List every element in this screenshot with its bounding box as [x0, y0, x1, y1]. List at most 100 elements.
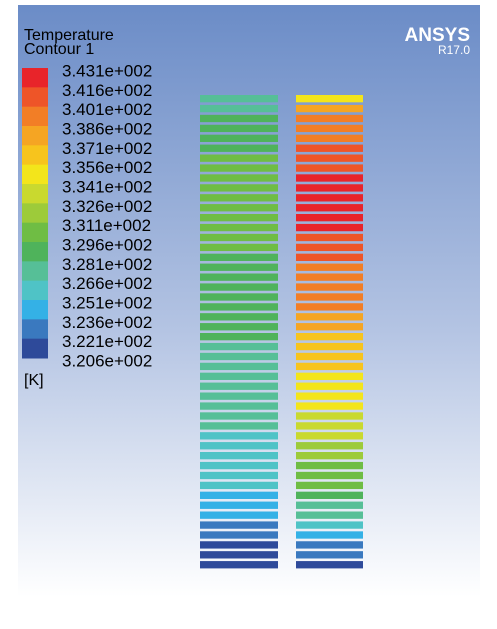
contour-stripe [296, 194, 363, 202]
contour-stripe [296, 471, 363, 480]
contour-stripe [200, 95, 278, 103]
contour-stripe [296, 541, 363, 549]
contour-stripe [296, 412, 363, 420]
contour-stripe [200, 164, 278, 172]
colorbar-band [22, 261, 48, 282]
legend-label: 3.326e+002 [62, 197, 152, 216]
contour-stripe [296, 214, 363, 222]
contour-stripe [200, 303, 278, 311]
contour-stripe [200, 114, 278, 123]
legend-label: 3.386e+002 [62, 119, 152, 138]
contour-stripe [296, 243, 363, 252]
contour-stripe [296, 561, 363, 569]
contour-stripe [200, 253, 278, 261]
contour-stripe [200, 124, 278, 133]
contour-stripe [200, 233, 278, 242]
colorbar-band [22, 106, 48, 127]
legend-label: 3.236e+002 [62, 313, 152, 332]
contour-stripe [200, 223, 278, 232]
contour-stripe [296, 283, 363, 291]
contour-stripe [200, 184, 278, 192]
colorbar-band [22, 126, 48, 146]
contour-stripe [200, 194, 278, 202]
legend-label: 3.401e+002 [62, 100, 152, 119]
contour-stripe [296, 134, 363, 142]
legend-label: 3.296e+002 [62, 235, 152, 254]
contour-stripe [200, 422, 278, 430]
contour-stripe [296, 204, 363, 212]
contour-stripe [200, 511, 278, 519]
contour-stripe [200, 501, 278, 509]
contour-stripe [200, 352, 278, 361]
legend-unit: [K] [24, 372, 44, 389]
colorbar-band [22, 87, 48, 108]
legend-subtitle: Contour 1 [24, 41, 94, 58]
contour-stripe [200, 313, 278, 321]
contour-stripe [296, 333, 363, 341]
contour-stripe [200, 531, 278, 539]
contour-stripe [296, 352, 363, 361]
contour-stripe [296, 114, 363, 123]
contour-stripe [200, 461, 278, 470]
contour-stripe [296, 362, 363, 371]
contour-stripe [296, 521, 363, 529]
contour-stripe [200, 372, 278, 380]
contour-stripe [200, 333, 278, 341]
contour-stripe [296, 164, 363, 172]
contour-stripe [296, 323, 363, 331]
contour-stripe [200, 243, 278, 252]
colorbar-band [22, 184, 48, 204]
legend-title: Temperature [24, 27, 114, 44]
contour-stripe [296, 95, 363, 103]
contour-stripe [296, 273, 363, 281]
contour-stripe [200, 144, 278, 152]
contour-stripe [296, 223, 363, 232]
contour-stripe [296, 154, 363, 162]
contour-stripe [296, 392, 363, 400]
contour-stripe [200, 263, 278, 271]
legend-label: 3.251e+002 [62, 293, 152, 312]
contour-stripe [200, 362, 278, 371]
legend-label: 3.221e+002 [62, 332, 152, 351]
legend-label: 3.311e+002 [62, 216, 151, 235]
contour-stripe [296, 372, 363, 380]
contour-stripe [296, 461, 363, 470]
legend-label: 3.281e+002 [62, 255, 152, 274]
contour-stripe [296, 342, 363, 351]
legend-label: 3.431e+002 [62, 61, 152, 80]
contour-stripe [296, 382, 363, 390]
contour-stripe [200, 481, 278, 490]
contour-stripe [200, 521, 278, 529]
contour-stripe [296, 293, 363, 301]
contour-stripe [200, 342, 278, 351]
contour-stripe [200, 104, 278, 113]
colorbar-band [22, 280, 48, 301]
colorbar-band [22, 164, 48, 185]
contour-stripe [296, 501, 363, 509]
contour-stripe [296, 184, 363, 192]
contour-stripe [200, 204, 278, 212]
legend-label: 3.341e+002 [62, 177, 152, 196]
contour-stripe [296, 481, 363, 490]
contour-stripe [296, 432, 363, 440]
contour-stripe [200, 491, 278, 499]
contour-stripe [200, 174, 278, 182]
brand-version: R17.0 [438, 43, 470, 57]
colorbar-band [22, 319, 48, 340]
contour-stripe [200, 541, 278, 549]
contour-stripe [200, 442, 278, 450]
contour-stripe [296, 253, 363, 261]
colorbar-band [22, 222, 48, 243]
contour-stripe [200, 432, 278, 440]
contour-stripe [200, 323, 278, 331]
contour-stripe [200, 471, 278, 480]
contour-stripe [200, 273, 278, 281]
contour-stripe [296, 452, 363, 460]
contour-stripe [296, 422, 363, 430]
colorbar-band [22, 338, 48, 359]
colorbar-band [22, 145, 48, 166]
contour-stripe [296, 442, 363, 450]
contour-stripe [200, 551, 278, 559]
colorbar-band [22, 68, 48, 88]
